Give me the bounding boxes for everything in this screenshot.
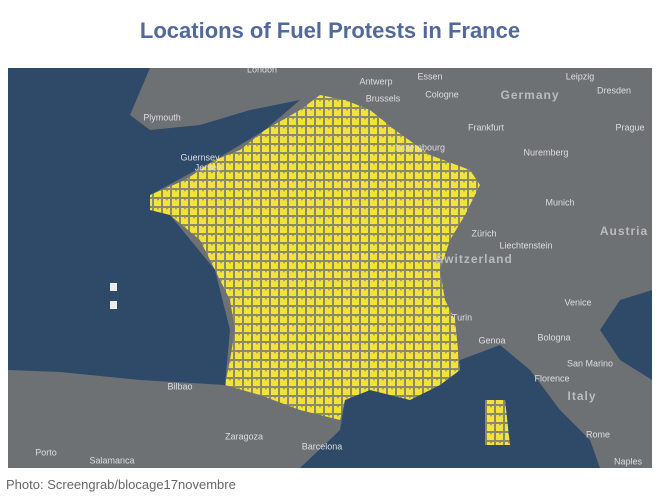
- place-label: Zaragoza: [225, 431, 263, 441]
- place-label: Antwerp: [359, 76, 392, 86]
- place-label: Frankfurt: [468, 122, 505, 132]
- place-label: Venice: [564, 297, 591, 307]
- place-label: Essen: [417, 71, 442, 81]
- title: Locations of Fuel Protests in France: [139, 18, 521, 43]
- place-label: Barcelona: [302, 441, 343, 451]
- place-label: Brussels: [366, 93, 401, 103]
- place-label: Luxembourg: [395, 142, 445, 152]
- place-label: Leipzig: [566, 71, 595, 81]
- place-label: Austria: [600, 224, 648, 238]
- marker: [110, 283, 117, 291]
- place-label: Munich: [545, 197, 574, 207]
- place-label: San Marino: [567, 358, 613, 368]
- place-label: Porto: [35, 447, 57, 457]
- uk-land: [130, 68, 340, 130]
- protest-markers: [150, 95, 480, 420]
- place-label: Jersey: [195, 162, 222, 172]
- corsica-markers: [485, 400, 510, 445]
- place-label: Turin: [452, 312, 472, 322]
- place-label: Rome: [586, 429, 610, 439]
- place-label: Naples: [614, 456, 643, 466]
- place-label: Bologna: [537, 332, 570, 342]
- place-label: Bilbao: [167, 381, 192, 391]
- place-label: Salamanca: [89, 455, 134, 465]
- caption: Photo: Screengrab/blocage17novembre: [6, 477, 236, 492]
- place-label: Switzerland: [435, 252, 513, 266]
- place-label: Plymouth: [143, 112, 181, 122]
- place-label: Nuremberg: [523, 147, 568, 157]
- place-label: Florence: [534, 373, 569, 383]
- place-label: London: [247, 68, 277, 74]
- marker: [110, 301, 117, 309]
- place-label: Prague: [615, 122, 644, 132]
- place-label: Dresden: [597, 85, 631, 95]
- place-label: Genoa: [478, 335, 505, 345]
- place-label: Zürich: [471, 228, 496, 238]
- place-label: Germany: [500, 88, 559, 102]
- place-label: Cologne: [425, 89, 459, 99]
- place-label: Italy: [567, 389, 596, 403]
- place-label: Guernsey: [180, 152, 220, 162]
- place-label: Liechtenstein: [499, 240, 552, 250]
